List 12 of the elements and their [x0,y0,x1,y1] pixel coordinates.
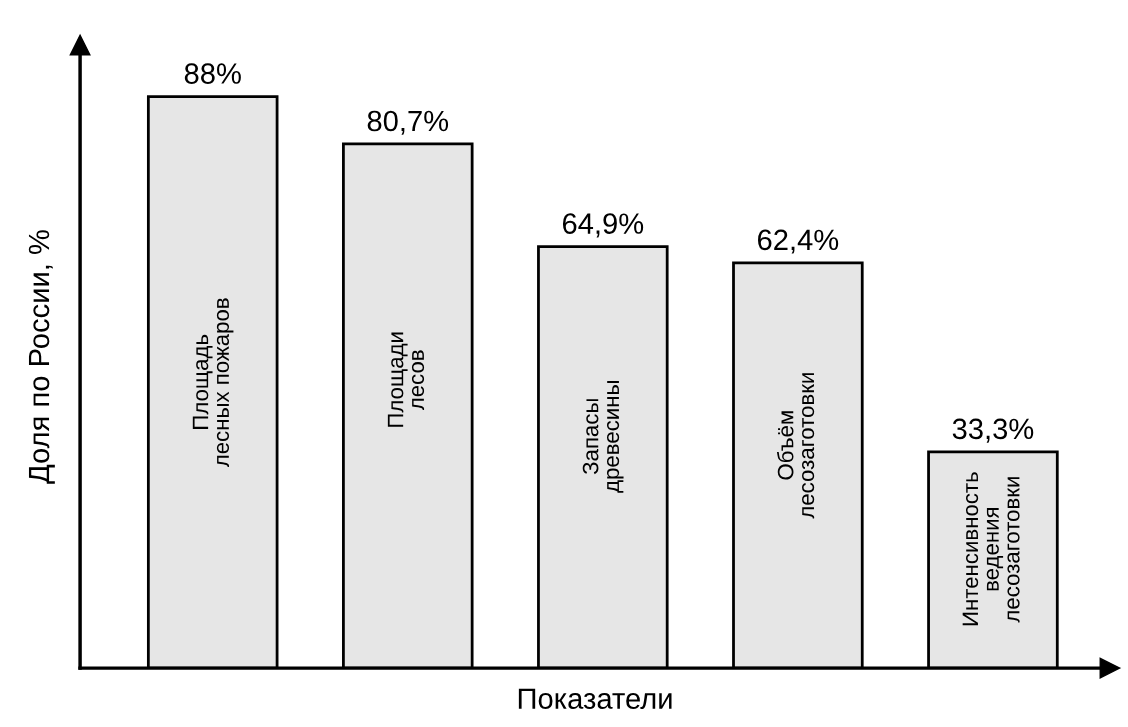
data-label: 33,3% [952,418,1034,443]
x-tick-label: Площади лесов [387,332,425,427]
x-tick-label: Площадь лесных пожаров [192,298,234,468]
data-label: 62,4% [758,229,839,254]
data-label: 88% [184,63,241,84]
x-tick-label: Запасы древесины [582,381,624,493]
data-label: 64,9% [562,213,644,238]
data-label: 80,7% [367,110,449,135]
x-tick-label: Объём лесозаготовки [776,373,815,519]
x-axis-title: Показатели [518,688,672,709]
x-tick-label: Интенсивность ведения лесозаготовки [962,472,1020,626]
y-axis-title: Доля по России, % [28,230,55,484]
